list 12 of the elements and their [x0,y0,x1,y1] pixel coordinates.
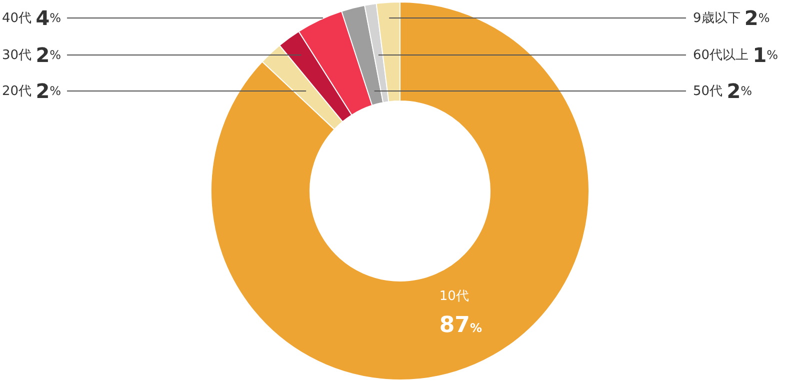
slice-label: 9歳以下 [693,10,744,26]
slice-label: 50代 [693,84,727,98]
data-label: 1% [752,43,778,67]
data-label: 2% [726,79,752,103]
data-label: 2% [36,43,62,67]
data-label: 2% [744,6,770,30]
data-label: 4% [36,6,62,30]
slice-label: 20代 [2,84,36,98]
slice-label: 60代以上 [693,48,753,62]
slice-label: 40代 [2,10,36,26]
slice-label: 30代 [2,48,36,62]
data-label: 2% [36,79,62,103]
